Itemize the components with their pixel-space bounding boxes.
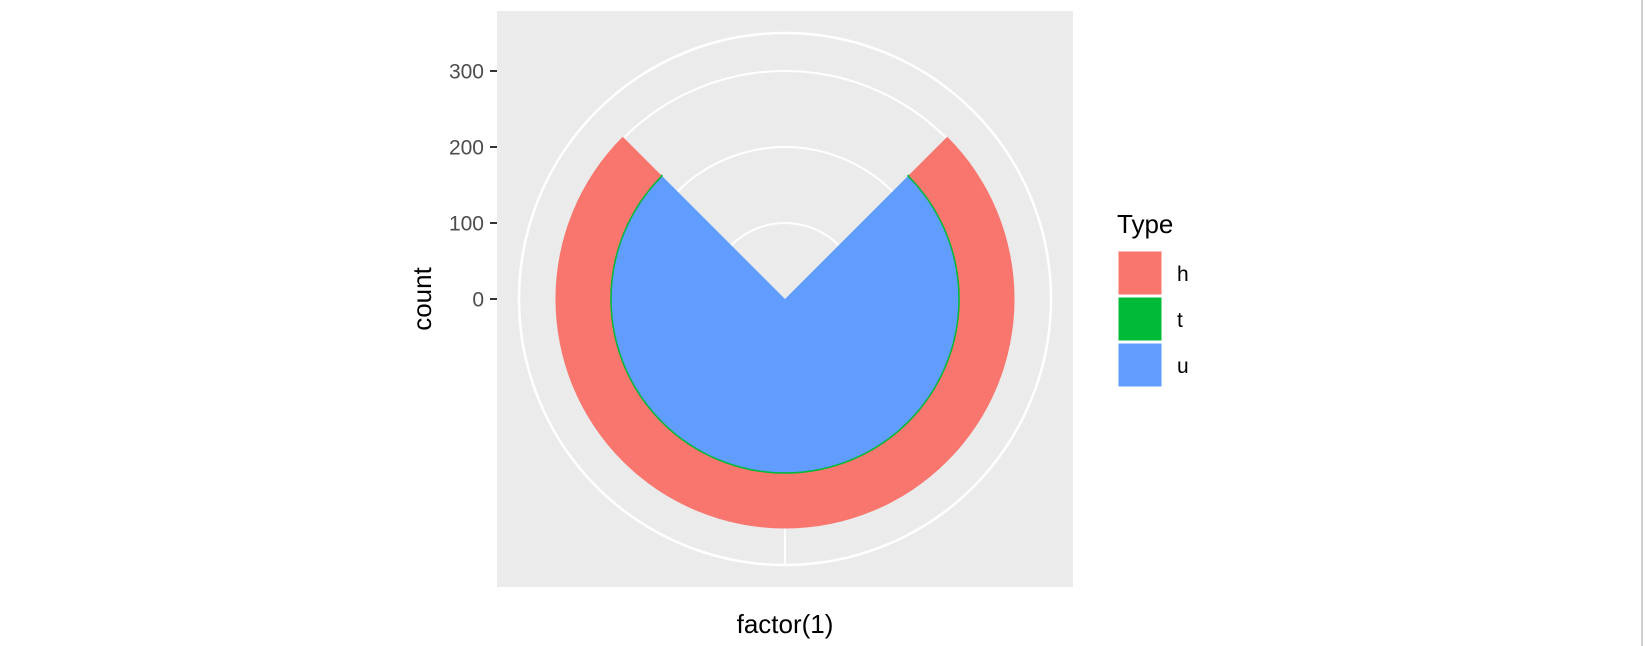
page-divider xyxy=(1641,0,1643,646)
legend-label-u: u xyxy=(1177,355,1189,378)
legend-key-u xyxy=(1117,342,1163,388)
legend: Type h t u xyxy=(1117,209,1189,388)
legend-label-t: t xyxy=(1177,309,1183,332)
y-axis: 0 100 200 300 xyxy=(449,61,497,312)
y-tick-label: 0 xyxy=(472,289,484,312)
y-tick-label: 100 xyxy=(449,213,484,236)
y-tick-label: 300 xyxy=(449,61,484,84)
slice-u xyxy=(610,175,960,474)
y-axis-title: count xyxy=(407,266,437,330)
legend-title: Type xyxy=(1117,209,1173,239)
y-tick-label: 200 xyxy=(449,137,484,160)
x-axis-title: factor(1) xyxy=(737,609,834,639)
legend-label-h: h xyxy=(1177,263,1189,286)
slice-layer xyxy=(555,136,1015,529)
legend-key-t xyxy=(1117,296,1163,342)
slice-h xyxy=(555,136,1015,529)
legend-key-h xyxy=(1117,250,1163,296)
